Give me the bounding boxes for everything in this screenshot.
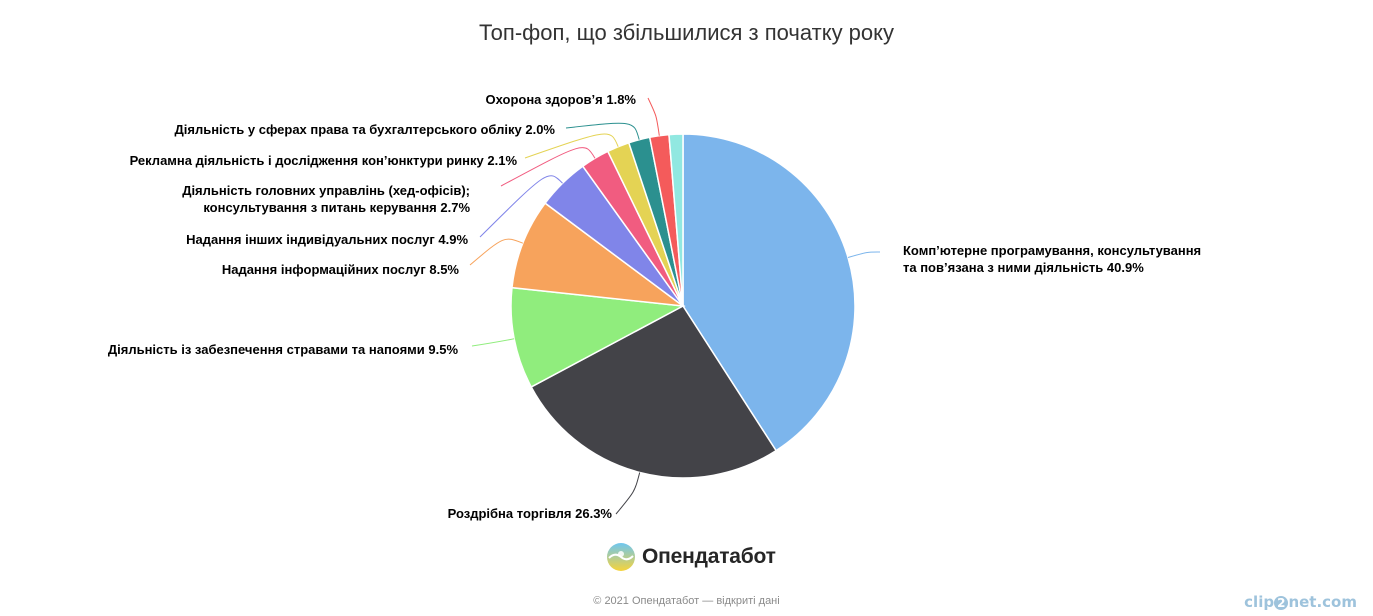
footer-copyright: © 2021 Опендатабот — відкриті дані — [593, 595, 780, 607]
data-label: Роздрібна торгівля 26.3% — [448, 506, 613, 521]
data-label: Комп’ютерне програмування, консультуванн… — [903, 243, 1201, 275]
connector-line — [847, 251, 881, 258]
pie-slice — [511, 202, 686, 308]
watermark-part-b: 2 — [1274, 596, 1289, 610]
watermark-part-a: clip — [1244, 593, 1275, 611]
watermark-part-c: net.com — [1288, 593, 1357, 611]
connector-line — [615, 472, 641, 515]
data-label: Діяльність із забезпечення стравами та н… — [108, 342, 459, 357]
connector-line — [500, 147, 596, 187]
connector-line — [469, 238, 524, 266]
connector-line — [471, 338, 515, 347]
connector-line — [565, 122, 640, 140]
data-label: Рекламна діяльність і дослідження кон’юн… — [130, 153, 518, 168]
data-label: Діяльність у сферах права та бухгалтерсь… — [175, 122, 556, 137]
pie-slice — [530, 305, 778, 479]
pie-slice — [668, 133, 684, 307]
data-label: Охорона здоров’я 1.8% — [485, 92, 636, 107]
chart-title: Топ-фоп, що збільшилися з початку року — [478, 20, 895, 45]
opendatabot-logo: Опендатабот — [606, 541, 776, 573]
connector-line — [479, 175, 563, 238]
data-label: Діяльність головних управлінь (хед-офісі… — [182, 183, 470, 215]
data-label: Надання інформаційних послуг 8.5% — [222, 262, 460, 277]
logo-text: Опендатабот — [642, 545, 776, 568]
data-label: Надання інших індивідуальних послуг 4.9% — [186, 232, 468, 247]
connector-line — [647, 97, 660, 136]
sun-wave-logo-icon — [607, 543, 635, 571]
connector-line — [524, 133, 619, 159]
clip2net-watermark: clip 2 net.com — [1244, 593, 1357, 611]
